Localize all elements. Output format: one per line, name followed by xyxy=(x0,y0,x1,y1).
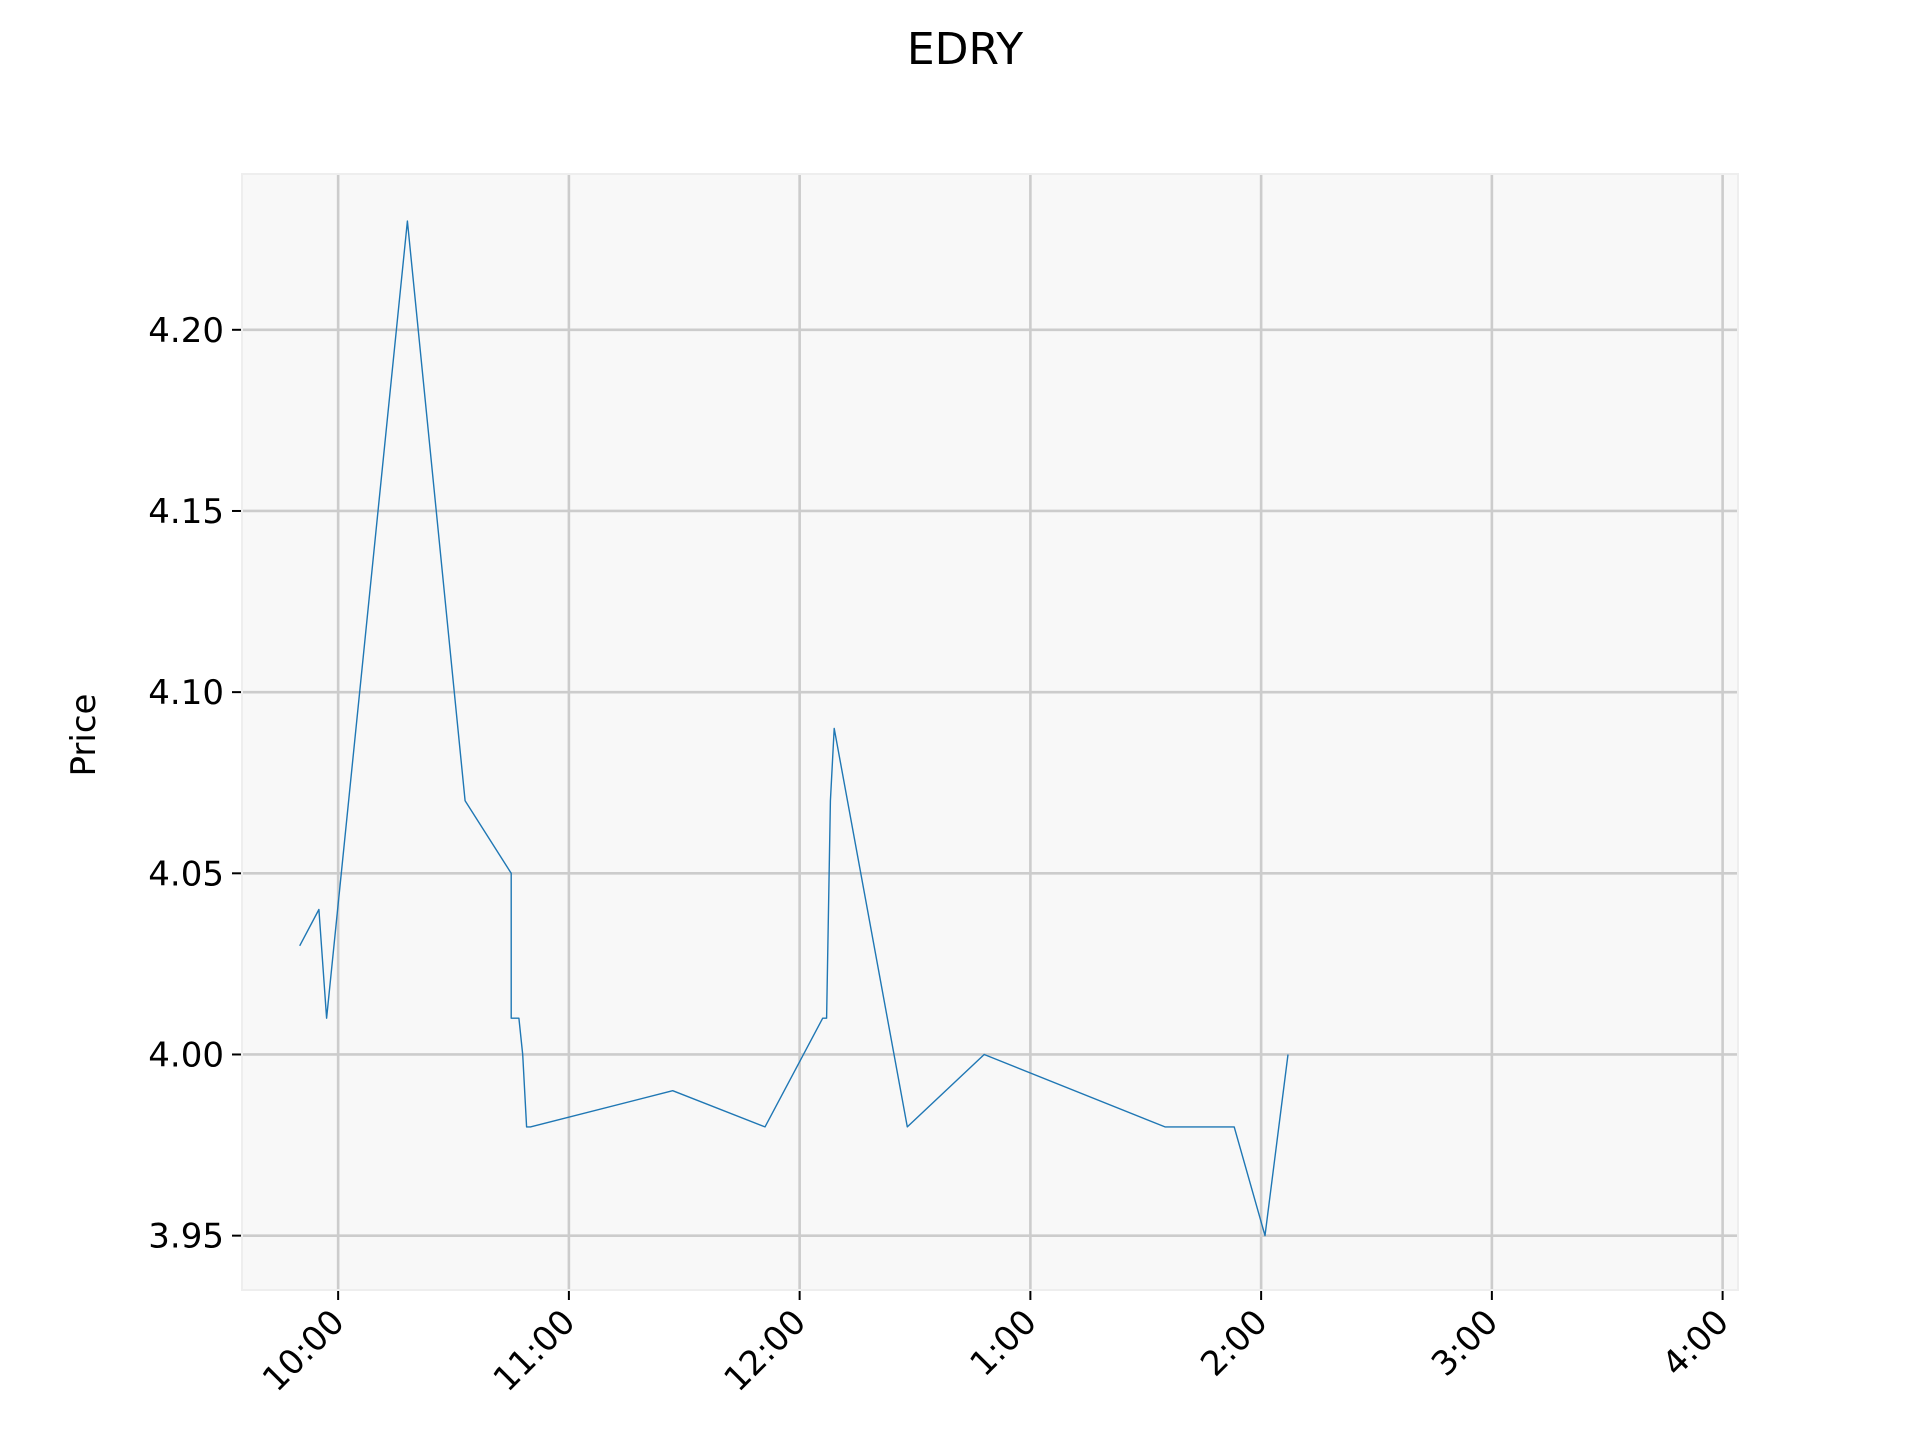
plot-area xyxy=(242,174,1738,1290)
y-tick-label: 4.20 xyxy=(148,311,224,351)
grid-lines xyxy=(242,174,1738,1290)
y-axis-label: Price xyxy=(64,694,104,777)
y-tick-label: 4.05 xyxy=(148,854,224,894)
y-tick-label: 4.15 xyxy=(148,492,224,532)
y-tick-label: 4.10 xyxy=(148,673,224,713)
plot-frame xyxy=(241,173,1739,1291)
chart-title: EDRY xyxy=(907,24,1023,75)
y-tick-label: 3.95 xyxy=(148,1217,224,1257)
y-tick-label: 4.00 xyxy=(148,1035,224,1075)
series-layer xyxy=(299,220,1289,1237)
price-series-line xyxy=(299,220,1289,1237)
plot-background xyxy=(242,174,1738,1290)
